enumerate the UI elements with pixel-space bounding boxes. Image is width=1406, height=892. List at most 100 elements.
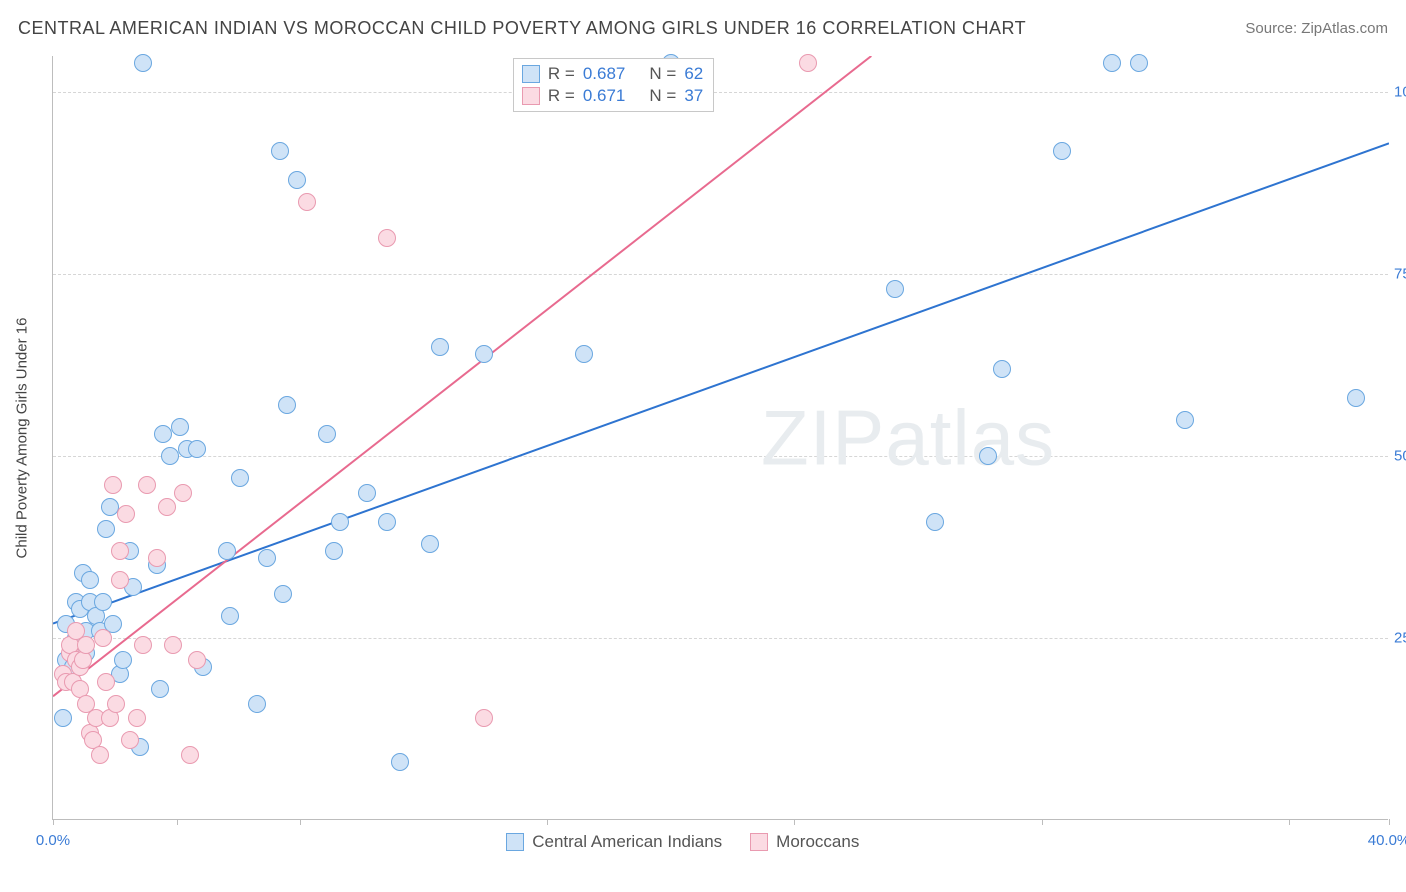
point-series-b bbox=[174, 484, 192, 502]
point-series-a bbox=[97, 520, 115, 538]
point-series-b bbox=[158, 498, 176, 516]
point-series-a bbox=[248, 695, 266, 713]
point-series-a bbox=[378, 513, 396, 531]
watermark: ZIPatlas bbox=[761, 393, 1055, 484]
x-tick bbox=[300, 819, 301, 825]
y-tick-label: 75.0% bbox=[1394, 266, 1406, 283]
n-value: 62 bbox=[684, 64, 703, 84]
x-tick bbox=[794, 819, 795, 825]
x-tick bbox=[53, 819, 54, 825]
point-series-b bbox=[188, 651, 206, 669]
correlation-legend-row: R = 0.671 N = 37 bbox=[522, 85, 703, 107]
point-series-a bbox=[1053, 142, 1071, 160]
point-series-b bbox=[111, 571, 129, 589]
point-series-b bbox=[77, 636, 95, 654]
point-series-b bbox=[111, 542, 129, 560]
point-series-a bbox=[151, 680, 169, 698]
point-series-a bbox=[391, 753, 409, 771]
point-series-b bbox=[104, 476, 122, 494]
y-gridline bbox=[53, 92, 1388, 93]
point-series-a bbox=[1347, 389, 1365, 407]
point-series-a bbox=[1176, 411, 1194, 429]
point-series-a bbox=[575, 345, 593, 363]
y-axis-label: Child Poverty Among Girls Under 16 bbox=[14, 318, 31, 559]
x-tick-label: 0.0% bbox=[36, 832, 70, 849]
x-tick bbox=[1289, 819, 1290, 825]
y-gridline bbox=[53, 638, 1388, 639]
point-series-a bbox=[1130, 54, 1148, 72]
point-series-a bbox=[221, 607, 239, 625]
point-series-a bbox=[886, 280, 904, 298]
point-series-b bbox=[107, 695, 125, 713]
point-series-a bbox=[54, 709, 72, 727]
scatter-plot: 25.0%50.0%75.0%100.0%0.0%40.0%ZIPatlas bbox=[52, 56, 1388, 820]
legend-swatch bbox=[522, 87, 540, 105]
point-series-b bbox=[148, 549, 166, 567]
y-gridline bbox=[53, 274, 1388, 275]
correlation-legend-row: R = 0.687 N = 62 bbox=[522, 63, 703, 85]
n-label: N = bbox=[649, 86, 676, 106]
point-series-a bbox=[274, 585, 292, 603]
x-tick-label: 40.0% bbox=[1368, 832, 1406, 849]
point-series-a bbox=[358, 484, 376, 502]
point-series-b bbox=[138, 476, 156, 494]
point-series-b bbox=[134, 636, 152, 654]
point-series-a bbox=[1103, 54, 1121, 72]
y-tick-label: 100.0% bbox=[1394, 84, 1406, 101]
y-tick-label: 25.0% bbox=[1394, 630, 1406, 647]
point-series-a bbox=[218, 542, 236, 560]
point-series-b bbox=[799, 54, 817, 72]
x-tick bbox=[177, 819, 178, 825]
point-series-a bbox=[188, 440, 206, 458]
source-prefix: Source: bbox=[1245, 20, 1301, 37]
point-series-b bbox=[97, 673, 115, 691]
series-legend-label: Central American Indians bbox=[532, 832, 722, 852]
source-name: ZipAtlas.com bbox=[1301, 20, 1388, 37]
legend-swatch bbox=[750, 833, 768, 851]
r-label: R = bbox=[548, 86, 575, 106]
trend-line bbox=[53, 143, 1389, 623]
point-series-a bbox=[278, 396, 296, 414]
point-series-b bbox=[121, 731, 139, 749]
chart-header: CENTRAL AMERICAN INDIAN VS MOROCCAN CHIL… bbox=[0, 0, 1406, 46]
y-tick-label: 50.0% bbox=[1394, 448, 1406, 465]
point-series-a bbox=[318, 425, 336, 443]
point-series-a bbox=[431, 338, 449, 356]
legend-swatch bbox=[506, 833, 524, 851]
n-value: 37 bbox=[684, 86, 703, 106]
n-label: N = bbox=[649, 64, 676, 84]
legend-swatch bbox=[522, 65, 540, 83]
point-series-a bbox=[94, 593, 112, 611]
r-value: 0.687 bbox=[583, 64, 626, 84]
x-tick bbox=[1042, 819, 1043, 825]
point-series-b bbox=[91, 746, 109, 764]
point-series-a bbox=[325, 542, 343, 560]
point-series-a bbox=[114, 651, 132, 669]
point-series-b bbox=[475, 709, 493, 727]
source-attribution: Source: ZipAtlas.com bbox=[1245, 20, 1388, 37]
point-series-a bbox=[154, 425, 172, 443]
point-series-a bbox=[421, 535, 439, 553]
series-legend: Central American Indians Moroccans bbox=[506, 832, 859, 852]
point-series-a bbox=[101, 498, 119, 516]
point-series-b bbox=[128, 709, 146, 727]
chart-title: CENTRAL AMERICAN INDIAN VS MOROCCAN CHIL… bbox=[18, 18, 1026, 39]
r-value: 0.671 bbox=[583, 86, 626, 106]
point-series-a bbox=[331, 513, 349, 531]
point-series-a bbox=[258, 549, 276, 567]
series-legend-item: Central American Indians bbox=[506, 832, 722, 852]
point-series-b bbox=[378, 229, 396, 247]
point-series-a bbox=[475, 345, 493, 363]
correlation-legend: R = 0.687 N = 62 R = 0.671 N = 37 bbox=[513, 58, 714, 112]
point-series-a bbox=[81, 571, 99, 589]
point-series-b bbox=[117, 505, 135, 523]
point-series-b bbox=[298, 193, 316, 211]
r-label: R = bbox=[548, 64, 575, 84]
point-series-b bbox=[94, 629, 112, 647]
point-series-a bbox=[993, 360, 1011, 378]
point-series-a bbox=[288, 171, 306, 189]
series-legend-label: Moroccans bbox=[776, 832, 859, 852]
point-series-a bbox=[231, 469, 249, 487]
point-series-b bbox=[181, 746, 199, 764]
x-tick bbox=[547, 819, 548, 825]
